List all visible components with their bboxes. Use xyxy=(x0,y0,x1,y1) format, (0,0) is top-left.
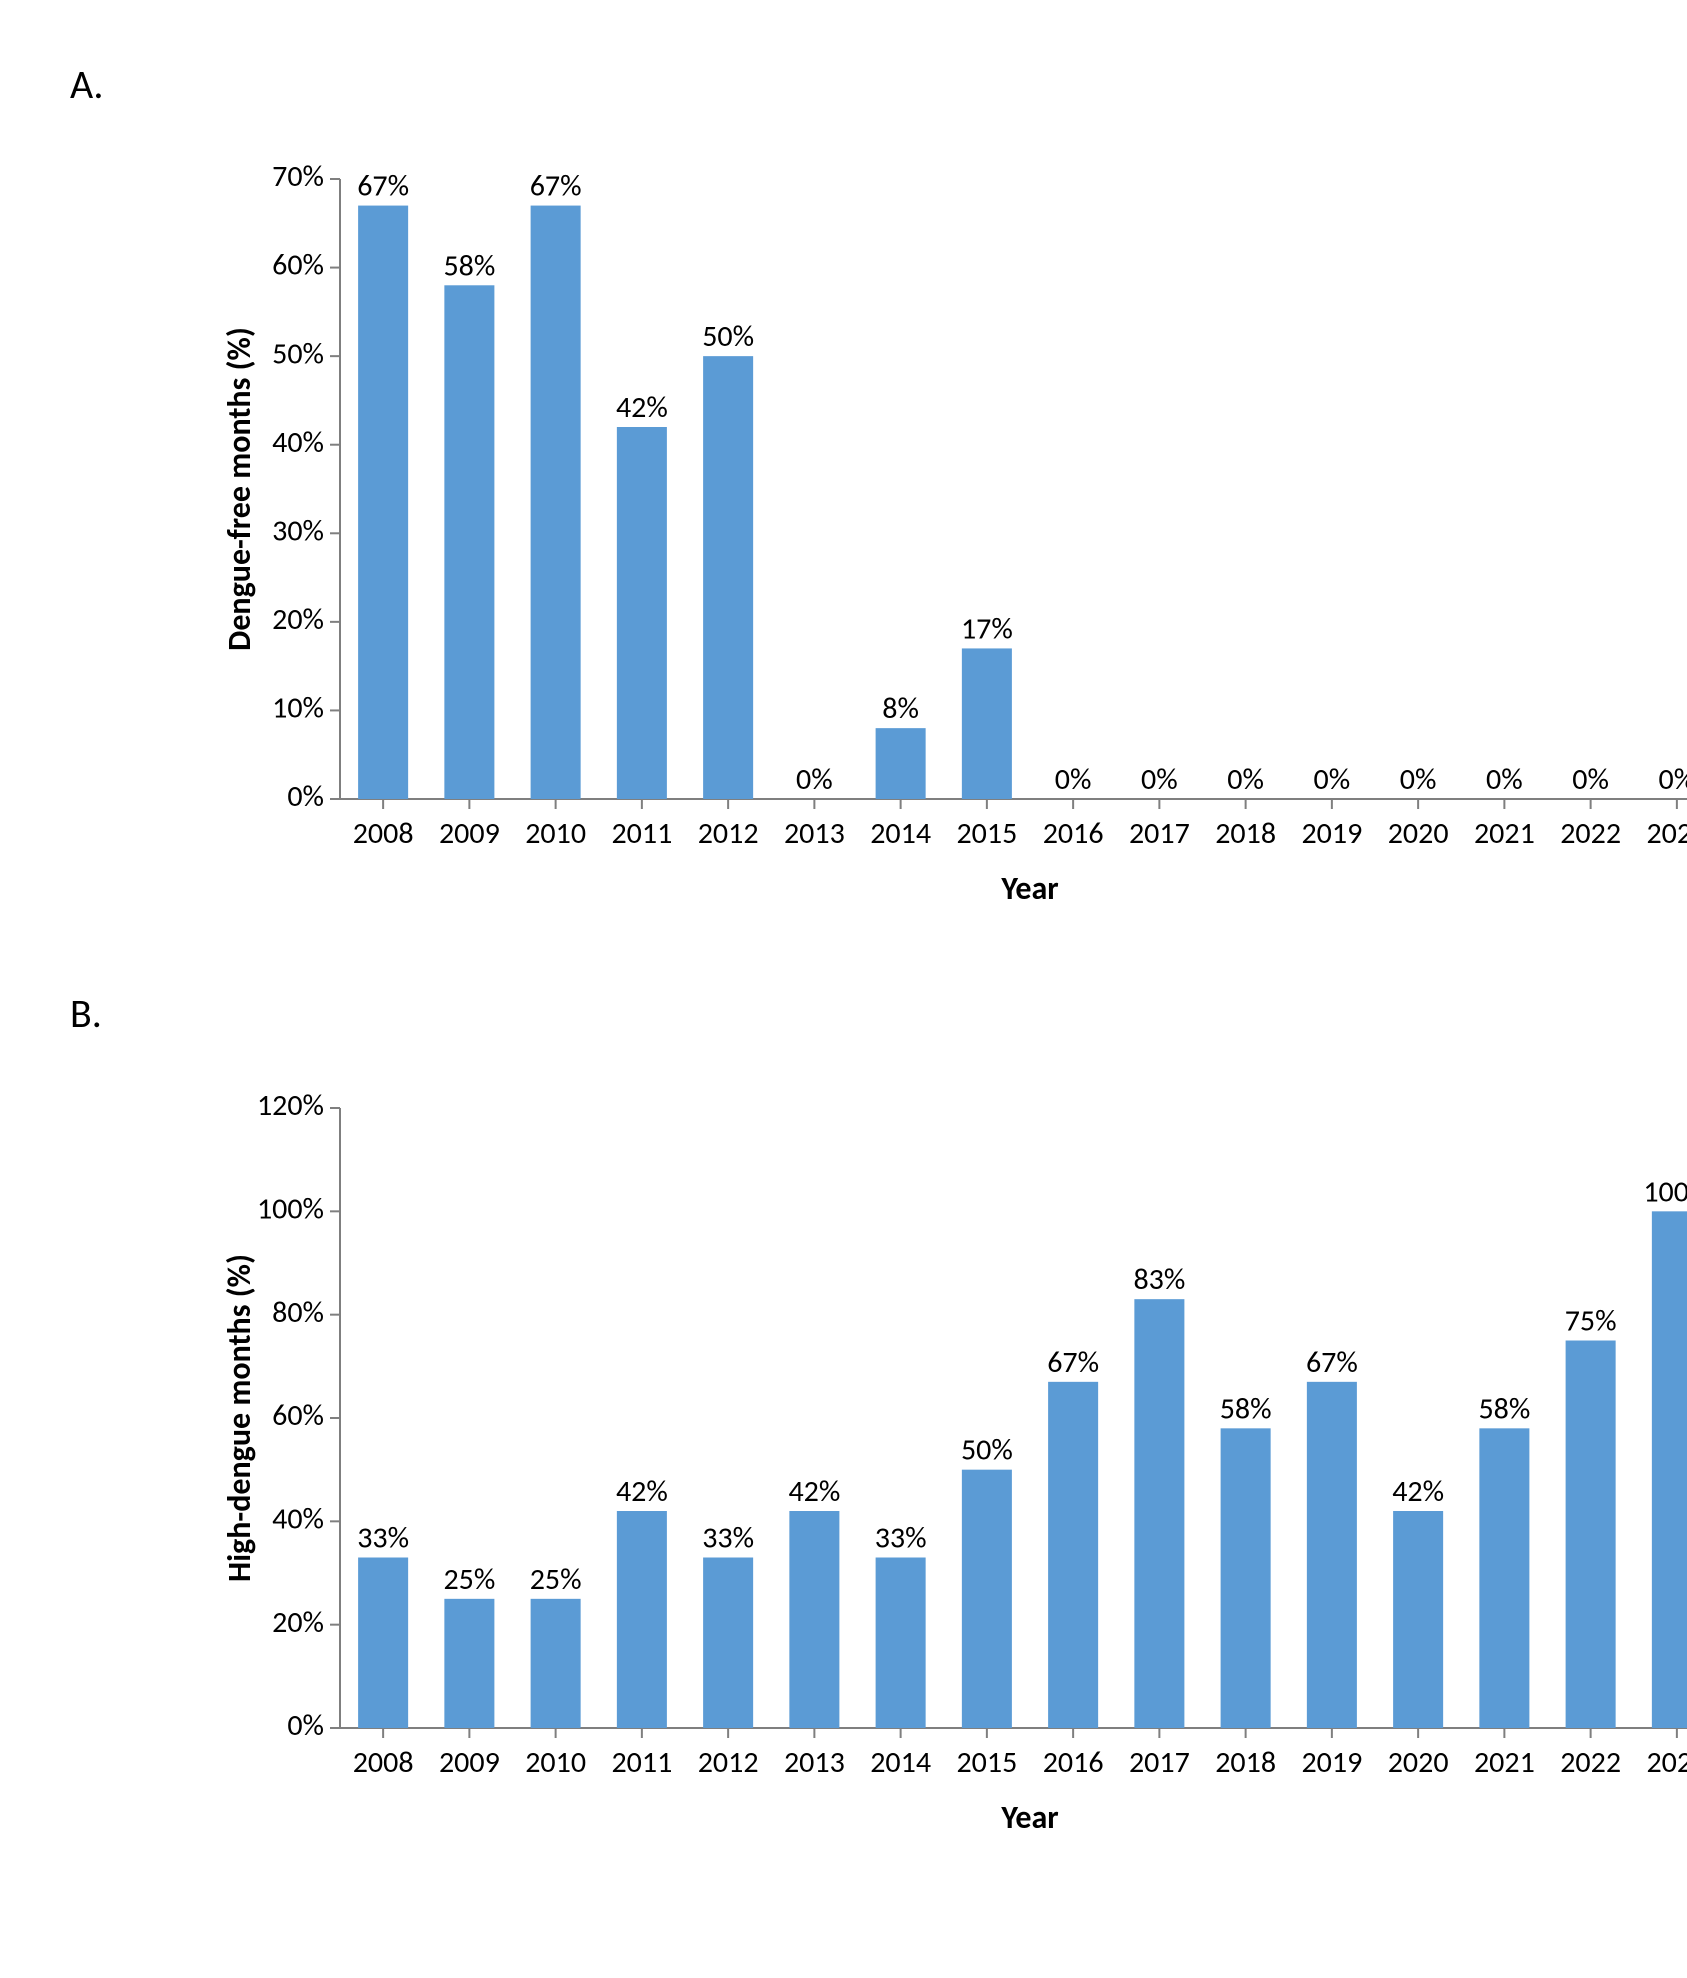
svg-text:33%: 33% xyxy=(357,1520,409,1557)
chart-a-svg: 0% 10% 20% 30% 40% 50% 60% 70% 2008 67% 2009 58% 201… xyxy=(220,129,1687,929)
svg-text:0%: 0% xyxy=(1141,761,1178,798)
svg-text:2017: 2017 xyxy=(1129,1744,1190,1781)
svg-text:67%: 67% xyxy=(1306,1344,1358,1381)
svg-text:0%: 0% xyxy=(1486,761,1523,798)
svg-text:42%: 42% xyxy=(788,1473,840,1510)
svg-text:2009: 2009 xyxy=(439,1744,500,1781)
svg-text:70%: 70% xyxy=(272,158,324,195)
svg-text:2012: 2012 xyxy=(698,1744,759,1781)
svg-text:2017: 2017 xyxy=(1129,815,1190,852)
svg-text:2015: 2015 xyxy=(956,815,1017,852)
svg-text:2014: 2014 xyxy=(870,1744,931,1781)
svg-text:2019: 2019 xyxy=(1301,1744,1362,1781)
svg-text:2012: 2012 xyxy=(698,815,759,852)
svg-text:67%: 67% xyxy=(530,168,582,205)
svg-text:80%: 80% xyxy=(272,1294,324,1331)
svg-text:58%: 58% xyxy=(1478,1390,1530,1427)
svg-text:2022: 2022 xyxy=(1560,815,1621,852)
svg-text:10%: 10% xyxy=(272,690,324,727)
svg-text:0%: 0% xyxy=(1314,761,1351,798)
svg-text:33%: 33% xyxy=(875,1520,927,1557)
svg-text:40%: 40% xyxy=(272,1500,324,1537)
svg-text:2021: 2021 xyxy=(1474,815,1535,852)
svg-text:2023: 2023 xyxy=(1646,1744,1687,1781)
svg-text:Year: Year xyxy=(1000,1798,1058,1837)
svg-text:0%: 0% xyxy=(796,761,833,798)
svg-text:2023: 2023 xyxy=(1646,815,1687,852)
svg-text:50%: 50% xyxy=(702,318,754,355)
svg-text:50%: 50% xyxy=(961,1432,1013,1469)
svg-text:0%: 0% xyxy=(1400,761,1437,798)
svg-text:25%: 25% xyxy=(443,1561,495,1598)
svg-text:2018: 2018 xyxy=(1215,1744,1276,1781)
svg-text:High-dengue months (%): High-dengue months (%) xyxy=(220,1254,259,1582)
svg-text:2013: 2013 xyxy=(784,815,845,852)
svg-text:2019: 2019 xyxy=(1301,815,1362,852)
svg-text:17%: 17% xyxy=(961,610,1013,647)
svg-text:120%: 120% xyxy=(257,1087,324,1124)
svg-text:60%: 60% xyxy=(272,247,324,284)
svg-text:2011: 2011 xyxy=(611,1744,672,1781)
svg-text:2013: 2013 xyxy=(784,1744,845,1781)
svg-text:2018: 2018 xyxy=(1215,815,1276,852)
chart-a-wrap: 0% 10% 20% 30% 40% 50% 60% 70% 2008 67% 2009 58% 201… xyxy=(220,129,1627,929)
svg-text:42%: 42% xyxy=(616,1473,668,1510)
svg-text:2021: 2021 xyxy=(1474,1744,1535,1781)
svg-text:2008: 2008 xyxy=(353,815,414,852)
svg-text:67%: 67% xyxy=(357,168,409,205)
svg-text:50%: 50% xyxy=(272,335,324,372)
svg-text:0%: 0% xyxy=(287,778,324,815)
svg-text:2022: 2022 xyxy=(1560,1744,1621,1781)
page: A. 0% 10% 20% 30% 40% 50% 60% 70% 2008 67% 2009 58%… xyxy=(0,0,1687,1978)
svg-text:33%: 33% xyxy=(702,1520,754,1557)
chart-b-wrap: 0% 20% 40% 60% 80% 100% 120% 2008 33% 2009 25% 2010… xyxy=(220,1058,1627,1858)
svg-text:8%: 8% xyxy=(882,690,919,727)
svg-text:20%: 20% xyxy=(272,601,324,638)
svg-text:0%: 0% xyxy=(1572,761,1609,798)
svg-text:20%: 20% xyxy=(272,1604,324,1641)
svg-text:30%: 30% xyxy=(272,512,324,549)
svg-text:2010: 2010 xyxy=(525,815,586,852)
svg-text:58%: 58% xyxy=(1220,1390,1272,1427)
svg-text:100%: 100% xyxy=(257,1190,324,1227)
svg-text:67%: 67% xyxy=(1047,1344,1099,1381)
panel-a-label: A. xyxy=(70,60,1627,109)
svg-text:2010: 2010 xyxy=(525,1744,586,1781)
svg-text:60%: 60% xyxy=(272,1397,324,1434)
svg-text:2016: 2016 xyxy=(1043,815,1104,852)
svg-text:42%: 42% xyxy=(1392,1473,1444,1510)
chart-b-svg: 0% 20% 40% 60% 80% 100% 120% 2008 33% 2009 25% 2010… xyxy=(220,1058,1687,1858)
svg-text:2015: 2015 xyxy=(956,1744,1017,1781)
svg-text:2020: 2020 xyxy=(1388,1744,1449,1781)
svg-text:Year: Year xyxy=(1000,869,1058,908)
svg-text:75%: 75% xyxy=(1565,1303,1617,1340)
svg-text:2014: 2014 xyxy=(870,815,931,852)
svg-text:2020: 2020 xyxy=(1388,815,1449,852)
svg-text:2011: 2011 xyxy=(611,815,672,852)
panel-b-label: B. xyxy=(70,989,1627,1038)
svg-text:42%: 42% xyxy=(616,389,668,426)
svg-text:2009: 2009 xyxy=(439,815,500,852)
svg-text:0%: 0% xyxy=(287,1707,324,1744)
svg-text:58%: 58% xyxy=(443,247,495,284)
svg-text:25%: 25% xyxy=(530,1561,582,1598)
svg-text:83%: 83% xyxy=(1133,1261,1185,1298)
svg-text:40%: 40% xyxy=(272,424,324,461)
svg-text:0%: 0% xyxy=(1055,761,1092,798)
svg-text:2008: 2008 xyxy=(353,1744,414,1781)
svg-text:2016: 2016 xyxy=(1043,1744,1104,1781)
svg-text:Dengue-free months (%): Dengue-free months (%) xyxy=(220,327,259,651)
svg-text:0%: 0% xyxy=(1227,761,1264,798)
svg-text:100%: 100% xyxy=(1643,1173,1687,1210)
svg-text:0%: 0% xyxy=(1659,761,1687,798)
